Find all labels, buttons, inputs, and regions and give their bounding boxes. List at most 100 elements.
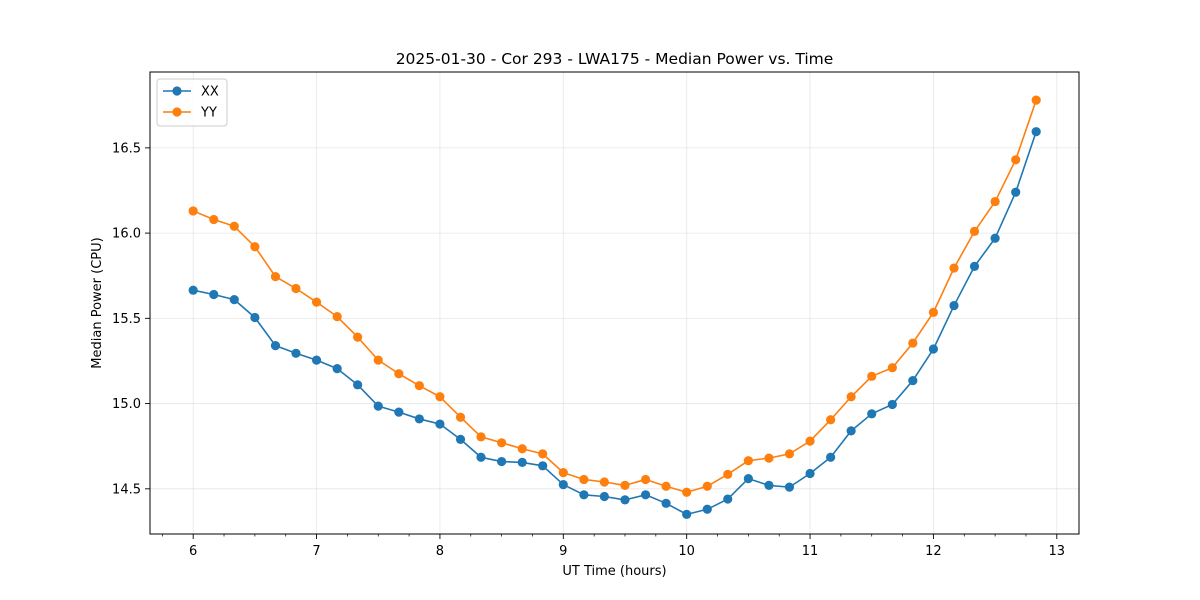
data-point-yy: [332, 312, 342, 322]
legend-label-xx: XX: [201, 85, 219, 100]
data-point-yy: [188, 206, 198, 216]
x-tick-label: 7: [312, 544, 320, 559]
data-point-xx: [332, 364, 342, 374]
data-point-xx: [1011, 187, 1021, 197]
data-point-yy: [640, 474, 651, 485]
data-point-xx: [497, 456, 507, 467]
chart-title: 2025-01-30 - Cor 293 - LWA175 - Median P…: [396, 50, 834, 68]
data-point-xx: [743, 473, 753, 484]
data-point-xx: [723, 494, 733, 504]
data-point-xx: [414, 414, 424, 424]
data-point-xx: [620, 495, 630, 505]
data-point-xx: [558, 479, 568, 490]
data-point-yy: [661, 481, 671, 491]
data-point-yy: [764, 453, 774, 463]
y-tick-label: 15.5: [112, 312, 141, 327]
data-point-yy: [702, 481, 712, 491]
x-tick-label: 12: [925, 544, 942, 559]
data-point-xx: [908, 375, 918, 386]
data-point-xx: [209, 289, 219, 300]
data-series: [188, 95, 1041, 519]
data-point-xx: [661, 498, 671, 508]
data-point-xx: [928, 344, 939, 354]
data-point-xx: [682, 509, 692, 519]
data-point-yy: [723, 469, 733, 479]
data-point-yy: [455, 412, 466, 422]
data-point-xx: [1031, 127, 1041, 137]
data-point-xx: [764, 480, 774, 491]
legend-label-yy: YY: [200, 106, 217, 121]
data-point-xx: [887, 399, 897, 410]
data-point-xx: [538, 461, 548, 471]
data-point-yy: [250, 242, 260, 252]
data-point-yy: [1011, 155, 1021, 165]
x-axis-label: UT Time (hours): [562, 564, 666, 579]
data-point-xx: [517, 457, 527, 467]
legend-marker-yy: [172, 107, 182, 117]
legend-marker-xx: [172, 86, 182, 96]
data-point-yy: [538, 449, 548, 459]
data-point-yy: [435, 392, 445, 402]
data-point-yy: [517, 444, 527, 454]
data-point-yy: [373, 355, 383, 365]
data-point-yy: [805, 436, 815, 446]
data-point-xx: [702, 504, 712, 514]
data-point-xx: [455, 434, 466, 444]
data-point-yy: [990, 196, 1000, 207]
series-yy: [188, 95, 1041, 497]
data-point-xx: [846, 426, 856, 436]
x-tick-label: 9: [559, 544, 567, 559]
data-point-yy: [497, 438, 507, 448]
data-point-xx: [373, 401, 383, 411]
data-point-xx: [188, 285, 198, 295]
data-point-yy: [394, 369, 404, 379]
data-point-yy: [353, 332, 363, 342]
x-tick-label: 8: [436, 544, 444, 559]
data-point-xx: [599, 491, 609, 502]
data-point-xx: [394, 407, 404, 417]
y-axis-label: Median Power (CPU): [90, 237, 105, 368]
data-point-yy: [209, 214, 219, 225]
axis-ticks: 6 7 8 9 10 11 12 13 14.5 15.0 15.5 16.0 16.5: [112, 141, 1065, 559]
data-point-xx: [990, 233, 1000, 243]
data-point-xx: [250, 312, 260, 323]
data-point-xx: [826, 452, 836, 462]
data-point-yy: [682, 487, 692, 497]
data-point-xx: [949, 300, 959, 311]
x-tick-label: 10: [678, 544, 695, 559]
data-point-yy: [887, 363, 897, 373]
y-tick-label: 14.5: [112, 482, 141, 497]
data-point-xx: [867, 409, 877, 419]
data-point-xx: [229, 294, 239, 305]
data-point-yy: [620, 480, 630, 491]
data-point-yy: [867, 371, 877, 381]
data-point-yy: [1031, 95, 1041, 105]
data-point-yy: [784, 449, 795, 459]
y-tick-label: 16.0: [112, 227, 141, 242]
data-point-yy: [414, 381, 424, 391]
series-xx: [188, 127, 1041, 519]
data-point-yy: [949, 263, 959, 273]
data-point-xx: [579, 490, 589, 500]
data-point-yy: [599, 477, 609, 487]
data-point-yy: [579, 474, 589, 485]
x-tick-label: 6: [189, 544, 197, 559]
data-point-xx: [353, 380, 363, 390]
data-point-xx: [291, 348, 301, 358]
data-point-xx: [270, 341, 281, 351]
data-point-xx: [640, 490, 651, 500]
data-point-yy: [229, 221, 239, 231]
data-point-yy: [743, 456, 753, 466]
data-point-xx: [969, 261, 980, 271]
data-point-yy: [928, 307, 939, 317]
data-point-xx: [311, 355, 322, 365]
data-point-yy: [846, 392, 856, 402]
x-tick-label: 11: [802, 544, 819, 559]
data-point-yy: [908, 338, 918, 348]
data-point-yy: [311, 297, 322, 307]
data-point-xx: [476, 452, 486, 462]
data-point-yy: [826, 415, 836, 425]
data-point-xx: [805, 468, 815, 479]
data-point-yy: [476, 432, 486, 442]
